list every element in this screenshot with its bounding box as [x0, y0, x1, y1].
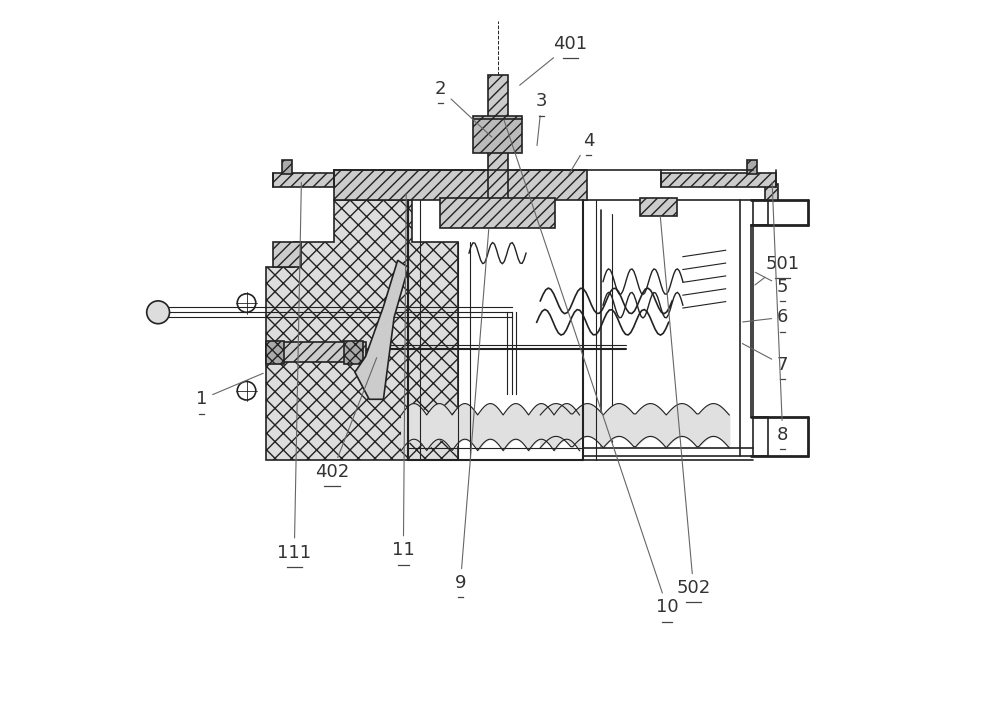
Text: 7: 7 — [742, 344, 787, 374]
Bar — [473, 116, 521, 153]
Bar — [440, 198, 554, 228]
Text: 5: 5 — [754, 272, 787, 296]
Bar — [488, 75, 508, 200]
Bar — [272, 173, 333, 187]
Bar — [661, 173, 774, 187]
Text: 402: 402 — [315, 358, 377, 481]
Text: 1: 1 — [196, 374, 263, 409]
Text: 501: 501 — [754, 255, 799, 285]
Text: 2: 2 — [434, 80, 491, 137]
Polygon shape — [265, 200, 458, 460]
Text: 502: 502 — [660, 217, 710, 597]
Text: 10: 10 — [504, 120, 678, 617]
Text: 401: 401 — [519, 35, 586, 86]
Bar — [764, 184, 777, 200]
Polygon shape — [355, 260, 408, 399]
Text: 4: 4 — [569, 132, 594, 175]
Text: 6: 6 — [742, 308, 787, 327]
Text: 3: 3 — [536, 92, 547, 145]
Circle shape — [146, 301, 169, 324]
Bar — [333, 170, 586, 200]
Text: 11: 11 — [392, 194, 414, 560]
Bar — [639, 198, 677, 216]
Text: 111: 111 — [277, 183, 311, 562]
Text: 8: 8 — [771, 183, 787, 444]
Bar — [344, 341, 363, 364]
Bar — [282, 160, 292, 174]
Bar — [272, 242, 301, 267]
Text: 9: 9 — [454, 230, 488, 593]
Bar — [265, 341, 284, 364]
Bar — [746, 160, 756, 174]
Bar — [265, 342, 365, 362]
